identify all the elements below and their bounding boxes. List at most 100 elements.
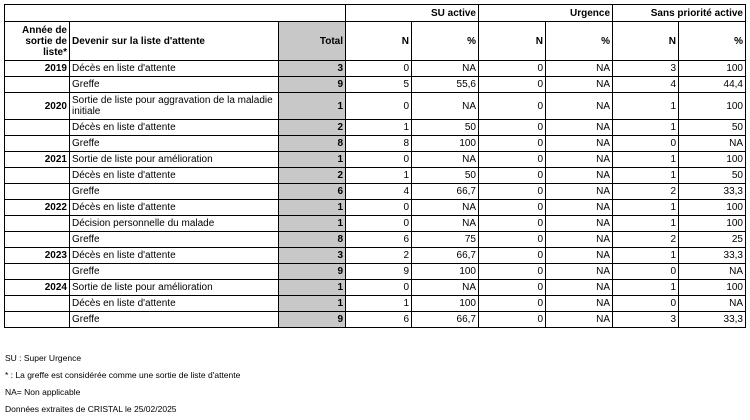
- column-header-row: Année de sortie de liste* Devenir sur la…: [4, 21, 746, 61]
- sp-pct-cell: 100: [678, 92, 746, 120]
- outcome-cell: Décès en liste d'attente: [69, 247, 279, 264]
- table-row: Décès en liste d'attente 2 1 50 0 NA 1 50: [4, 167, 746, 184]
- su-n-cell: 4: [345, 183, 412, 200]
- urgence-pct-cell: NA: [545, 231, 613, 248]
- su-pct-cell: 100: [411, 135, 479, 152]
- sp-n-cell: 1: [612, 151, 679, 168]
- su-pct-cell: 55,6: [411, 76, 479, 93]
- urgence-n-cell: 0: [478, 119, 546, 136]
- urgence-pct-cell: NA: [545, 60, 613, 77]
- urgence-n-cell: 0: [478, 295, 546, 312]
- sp-pct-cell: NA: [678, 295, 746, 312]
- outcome-header: Devenir sur la liste d'attente: [69, 21, 279, 61]
- su-n-cell: 1: [345, 119, 412, 136]
- urgence-n-cell: 0: [478, 311, 546, 328]
- urgence-n-cell: 0: [478, 231, 546, 248]
- table-row: 2020 Sortie de liste pour aggravation de …: [4, 92, 746, 120]
- outcome-cell: Décès en liste d'attente: [69, 199, 279, 216]
- sp-pct-cell: 100: [678, 215, 746, 232]
- table-row: Greffe 9 5 55,6 0 NA 4 44,4: [4, 76, 746, 93]
- year-cell: 2023: [4, 247, 70, 264]
- sp-n-cell: 1: [612, 92, 679, 120]
- su-pct-cell: 75: [411, 231, 479, 248]
- total-cell: 9: [278, 311, 346, 328]
- urgence-n-cell: 0: [478, 247, 546, 264]
- total-cell: 2: [278, 119, 346, 136]
- sp-n-cell: 0: [612, 295, 679, 312]
- table-row: 2024 Sortie de liste pour amélioration 1 0 N…: [4, 279, 746, 296]
- sp-n-cell: 1: [612, 279, 679, 296]
- su-n-cell: 6: [345, 231, 412, 248]
- urgence-pct-cell: NA: [545, 247, 613, 264]
- su-pct-cell: NA: [411, 92, 479, 120]
- urgence-n-cell: 0: [478, 183, 546, 200]
- su-n-cell: 9: [345, 263, 412, 280]
- urgence-pct-cell: NA: [545, 92, 613, 120]
- su-n-header: N: [345, 21, 412, 61]
- sp-pct-cell: NA: [678, 135, 746, 152]
- table-row: Décision personnelle du malade 1 0 NA 0 NA 1 10…: [4, 215, 746, 232]
- sp-n-cell: 3: [612, 60, 679, 77]
- urgence-pct-cell: NA: [545, 263, 613, 280]
- year-cell: [4, 263, 70, 280]
- total-cell: 2: [278, 167, 346, 184]
- outcome-cell: Décision personnelle du malade: [69, 215, 279, 232]
- table-row: 2022 Décès en liste d'attente 1 0 NA 0 NA 1 100: [4, 199, 746, 216]
- su-pct-header: %: [411, 21, 479, 61]
- urgence-pct-cell: NA: [545, 311, 613, 328]
- urgence-pct-cell: NA: [545, 183, 613, 200]
- urgence-pct-cell: NA: [545, 279, 613, 296]
- sp-pct-cell: 100: [678, 60, 746, 77]
- sp-pct-cell: 25: [678, 231, 746, 248]
- total-cell: 9: [278, 76, 346, 93]
- su-n-cell: 0: [345, 151, 412, 168]
- urgence-n-cell: 0: [478, 167, 546, 184]
- sp-n-cell: 3: [612, 311, 679, 328]
- total-cell: 6: [278, 183, 346, 200]
- total-cell: 8: [278, 135, 346, 152]
- su-pct-cell: NA: [411, 60, 479, 77]
- sp-pct-cell: 50: [678, 167, 746, 184]
- sp-pct-cell: 50: [678, 119, 746, 136]
- su-n-cell: 0: [345, 279, 412, 296]
- sp-pct-cell: 100: [678, 199, 746, 216]
- urgence-pct-cell: NA: [545, 135, 613, 152]
- urgence-n-cell: 0: [478, 151, 546, 168]
- table-row: 2023 Décès en liste d'attente 3 2 66,7 0 NA 1 33…: [4, 247, 746, 264]
- table-row: 2021 Sortie de liste pour amélioration 1 0 N…: [4, 151, 746, 168]
- urgence-n-cell: 0: [478, 60, 546, 77]
- su-pct-cell: 100: [411, 263, 479, 280]
- total-cell: 1: [278, 151, 346, 168]
- table-row: Greffe 8 6 75 0 NA 2 25: [4, 231, 746, 248]
- group-sans-priorite: Sans priorité active: [612, 4, 746, 22]
- su-pct-cell: 100: [411, 295, 479, 312]
- sp-pct-cell: 33,3: [678, 311, 746, 328]
- year-cell: [4, 295, 70, 312]
- outcome-cell: Greffe: [69, 231, 279, 248]
- sp-n-cell: 1: [612, 167, 679, 184]
- blank-header-cell: [4, 4, 346, 22]
- su-pct-cell: 66,7: [411, 247, 479, 264]
- outcome-cell: Décès en liste d'attente: [69, 119, 279, 136]
- total-cell: 1: [278, 199, 346, 216]
- outcome-cell: Greffe: [69, 76, 279, 93]
- urgence-pct-cell: NA: [545, 76, 613, 93]
- table-row: Décès en liste d'attente 2 1 50 0 NA 1 50: [4, 119, 746, 136]
- group-header-row: SU active Urgence Sans priorité active: [4, 4, 746, 22]
- total-cell: 1: [278, 279, 346, 296]
- urgence-n-cell: 0: [478, 215, 546, 232]
- sp-pct-cell: NA: [678, 263, 746, 280]
- su-n-cell: 1: [345, 167, 412, 184]
- sp-n-header: N: [612, 21, 679, 61]
- waiting-list-outcome-table: SU active Urgence Sans priorité active A…: [4, 4, 746, 328]
- sp-n-cell: 1: [612, 119, 679, 136]
- su-pct-cell: 66,7: [411, 311, 479, 328]
- su-n-cell: 5: [345, 76, 412, 93]
- urgence-pct-cell: NA: [545, 199, 613, 216]
- su-n-cell: 0: [345, 92, 412, 120]
- urgence-n-cell: 0: [478, 92, 546, 120]
- outcome-cell: Décès en liste d'attente: [69, 295, 279, 312]
- sp-pct-cell: 33,3: [678, 247, 746, 264]
- urgence-n-cell: 0: [478, 199, 546, 216]
- urgence-n-cell: 0: [478, 135, 546, 152]
